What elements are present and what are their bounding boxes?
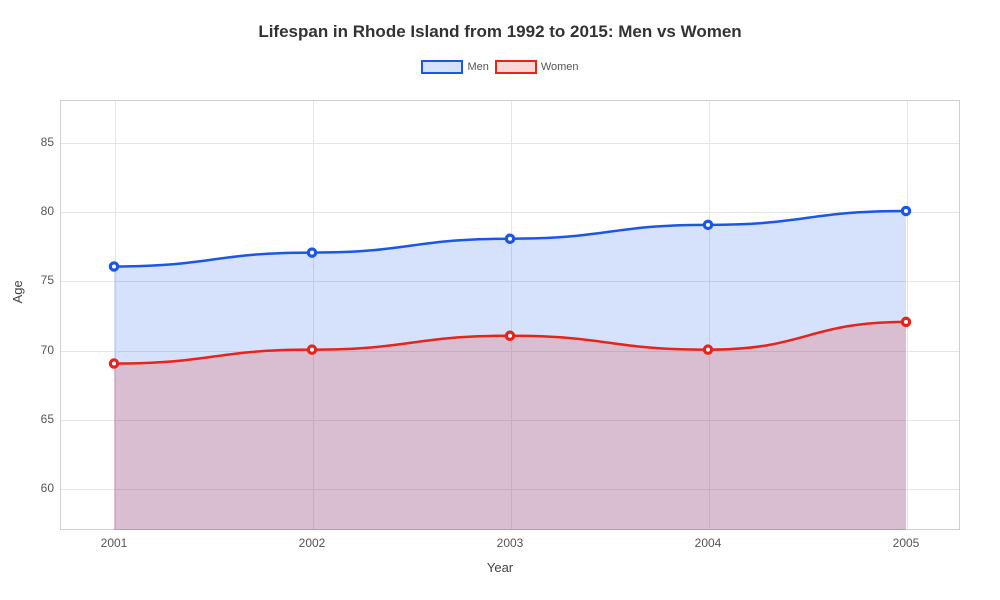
x-tick-label: 2004: [695, 536, 722, 550]
y-tick-label: 75: [24, 273, 54, 287]
y-tick-label: 60: [24, 481, 54, 495]
legend-swatch: [421, 60, 463, 74]
data-point-marker-inner: [112, 264, 116, 268]
legend-swatch: [495, 60, 537, 74]
legend: Men Women: [0, 60, 1000, 74]
legend-label: Men: [467, 61, 488, 73]
data-point-marker-inner: [112, 362, 116, 366]
x-tick-label: 2003: [497, 536, 524, 550]
x-axis-label: Year: [0, 560, 1000, 575]
x-tick-label: 2002: [299, 536, 326, 550]
y-tick-label: 70: [24, 343, 54, 357]
plot-svg: [60, 100, 960, 530]
y-tick-label: 80: [24, 204, 54, 218]
data-point-marker-inner: [904, 320, 908, 324]
legend-label: Women: [541, 61, 579, 73]
data-point-marker-inner: [706, 348, 710, 352]
chart-title: Lifespan in Rhode Island from 1992 to 20…: [0, 0, 1000, 42]
legend-item: Women: [495, 60, 579, 74]
x-tick-label: 2001: [101, 536, 128, 550]
x-tick-label: 2005: [893, 536, 920, 550]
y-tick-label: 65: [24, 412, 54, 426]
data-point-marker-inner: [508, 237, 512, 241]
chart-container: Lifespan in Rhode Island from 1992 to 20…: [0, 0, 1000, 600]
y-axis-label: Age: [10, 280, 25, 303]
data-point-marker-inner: [310, 348, 314, 352]
data-point-marker-inner: [706, 223, 710, 227]
data-point-marker-inner: [508, 334, 512, 338]
y-tick-label: 85: [24, 135, 54, 149]
data-point-marker-inner: [310, 251, 314, 255]
legend-item: Men: [421, 60, 488, 74]
plot-area: 60657075808520012002200320042005: [60, 100, 960, 530]
data-point-marker-inner: [904, 209, 908, 213]
